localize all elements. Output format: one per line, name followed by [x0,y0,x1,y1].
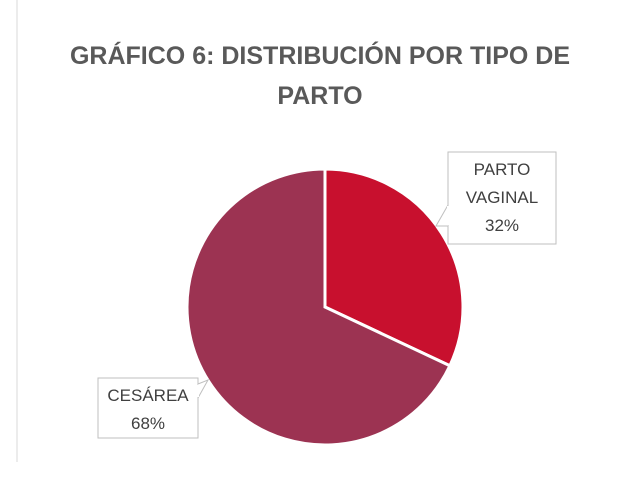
callout-box [97,377,199,439]
data-label: PARTO VAGINAL 32% [448,156,556,240]
callout-pointer [197,379,210,399]
callout-box [447,151,557,245]
category-label: PARTO VAGINAL [465,160,539,207]
pie-slice [323,167,465,368]
chart-title: GRÁFICO 6: DISTRIBUCIÓN POR TIPO DE PART… [69,42,571,110]
value-label: 32% [484,216,520,235]
pie-slice [185,167,452,447]
category-label: CESÁREA [107,386,189,405]
value-label: 68% [130,414,166,433]
callout-pointer [435,204,449,227]
data-label: CESÁREA 68% [98,382,198,438]
